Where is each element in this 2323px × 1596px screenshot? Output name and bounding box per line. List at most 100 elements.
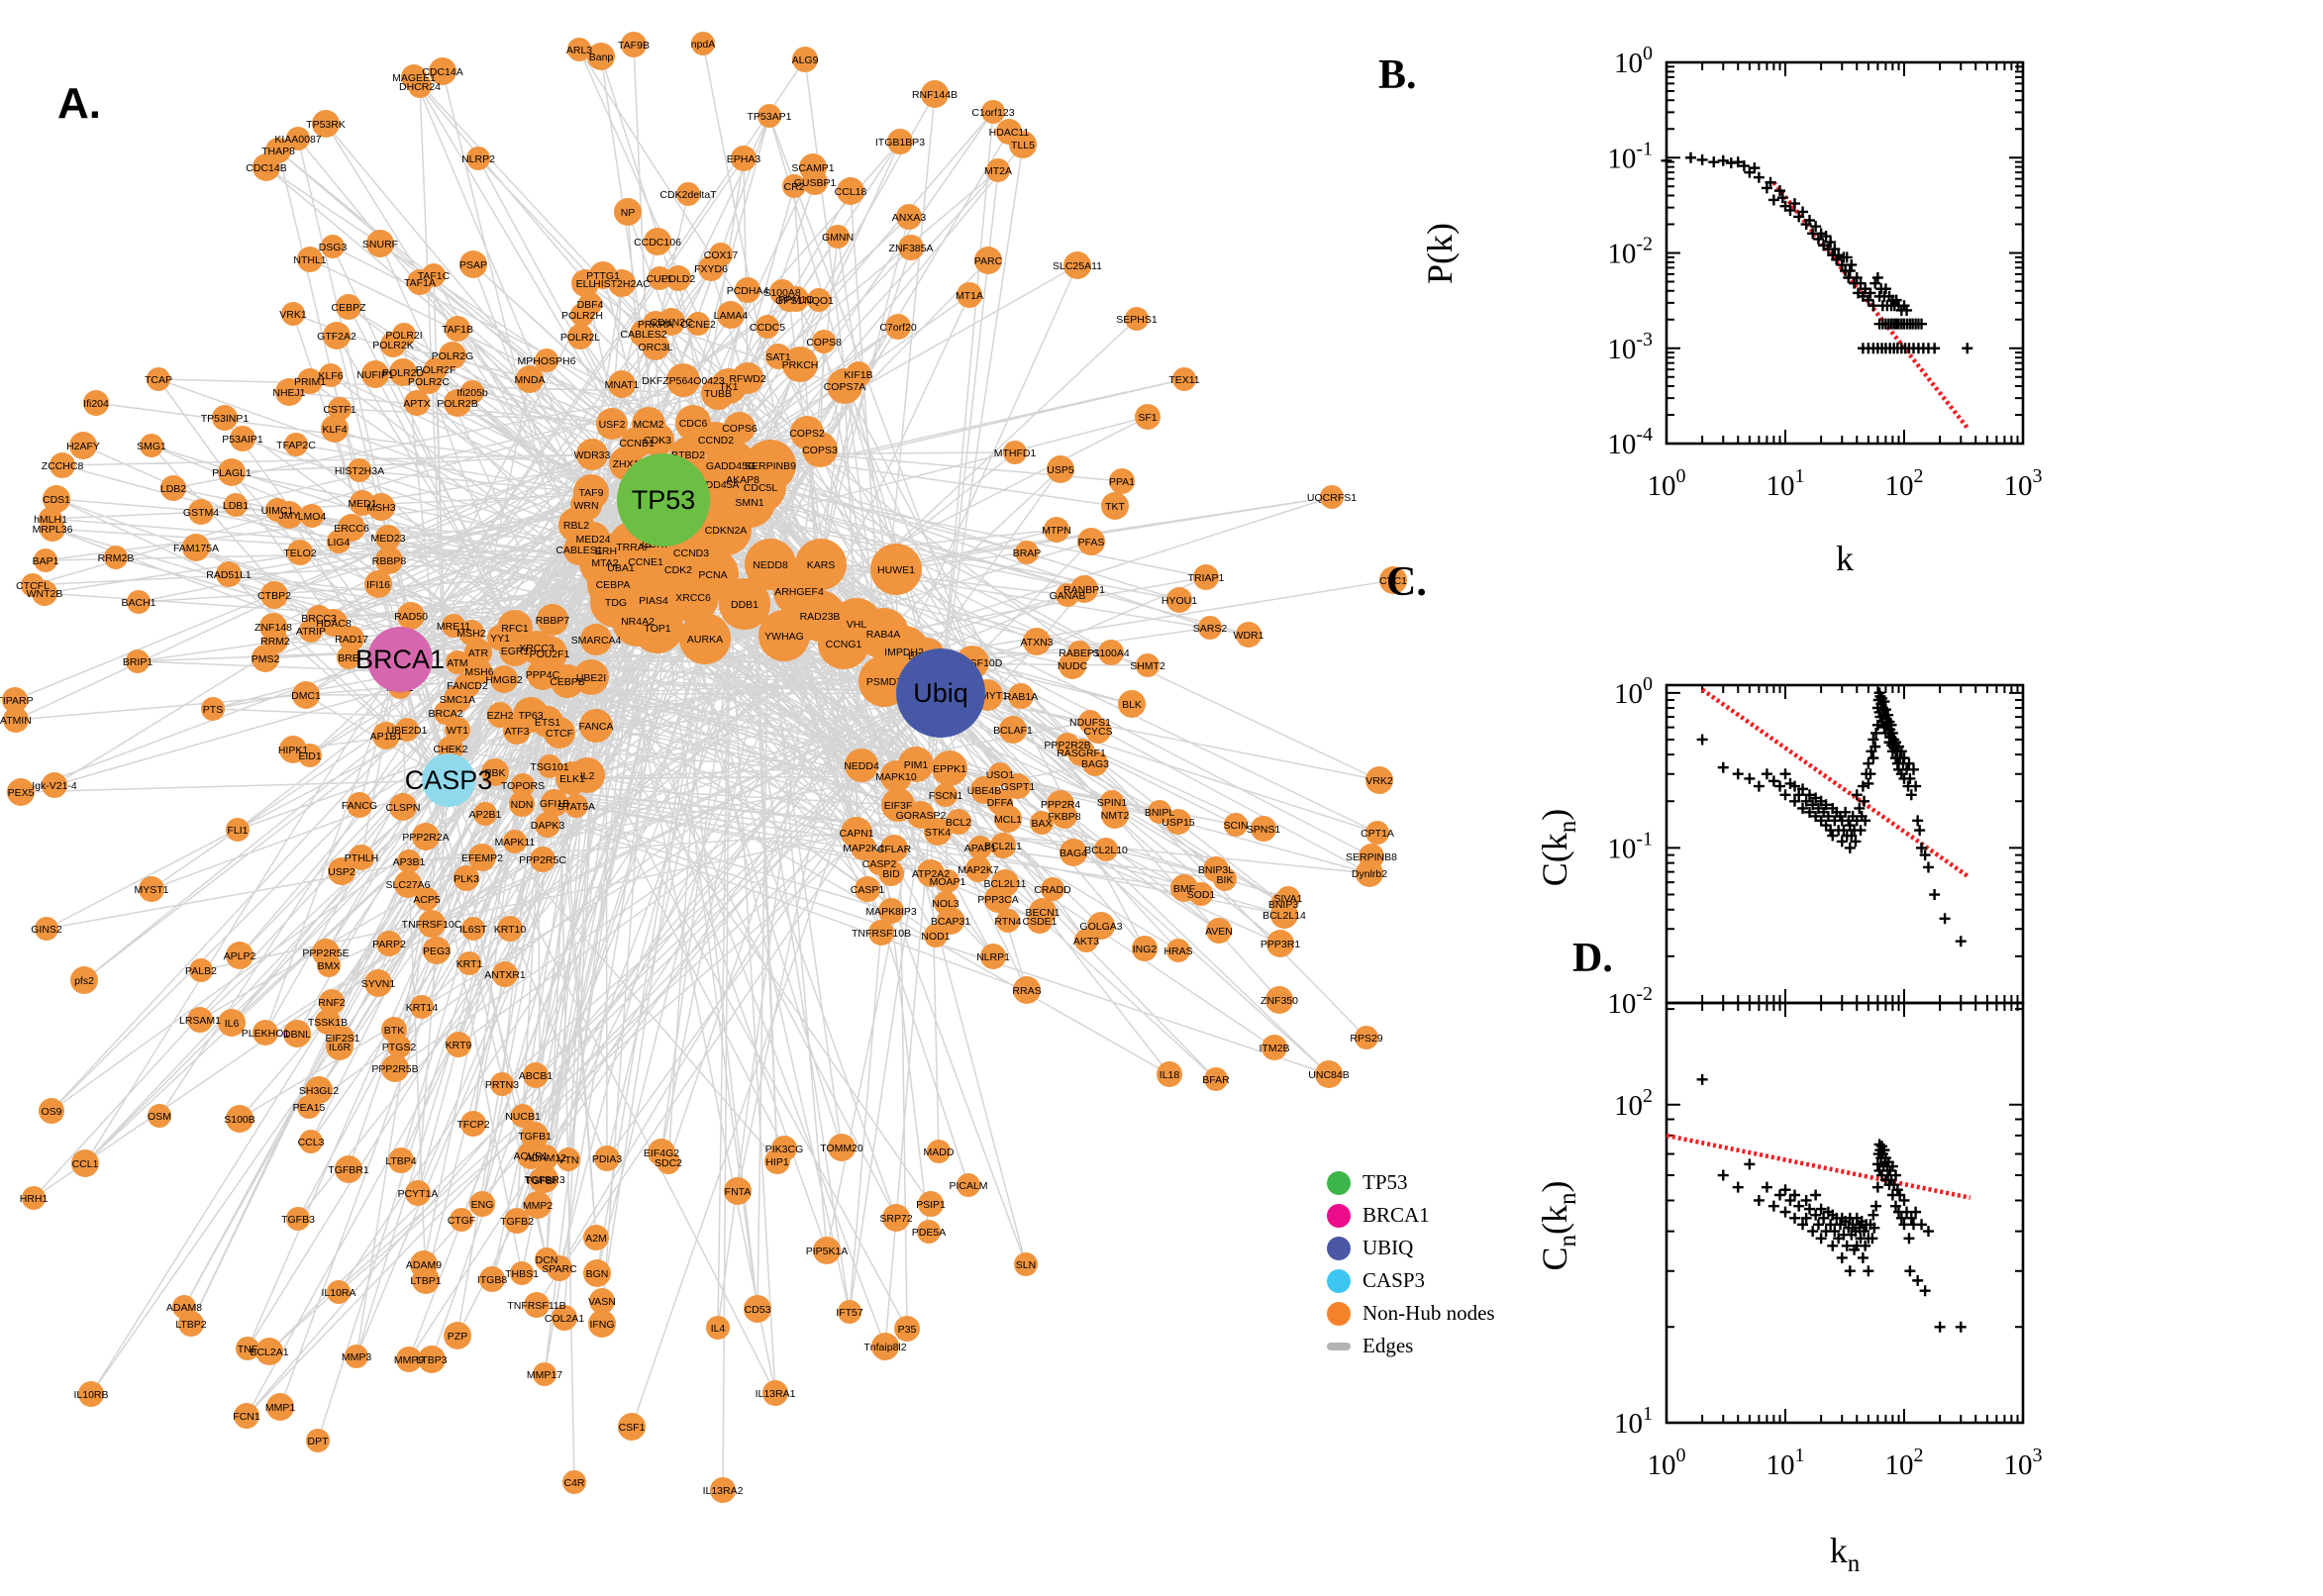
- network-node-label: STK4: [925, 827, 951, 839]
- network-node: [648, 266, 671, 290]
- network-node-label: PEG3: [423, 946, 451, 957]
- network-node-label: IL10RB: [73, 1389, 108, 1401]
- network-node-label: IL6: [225, 1018, 240, 1030]
- network-node: [481, 758, 509, 786]
- network-node-label: SARS2: [1193, 623, 1228, 635]
- network-node: [226, 818, 250, 842]
- network-node-label: NP: [621, 207, 636, 219]
- network-node: [717, 301, 745, 329]
- network-node: [444, 389, 471, 417]
- panel-c-plot: 10-2 10-1 100 C(kn​): [1535, 673, 2025, 1020]
- network-node: [1236, 622, 1262, 648]
- network-node: [533, 1362, 556, 1386]
- network-node: [1379, 566, 1407, 594]
- network-node: [188, 499, 214, 525]
- network-node: [299, 619, 323, 643]
- network-node: [331, 1026, 354, 1049]
- network-node-label: UQCRFS1: [1307, 492, 1357, 504]
- network-node: [580, 624, 612, 655]
- network-node: [523, 1062, 549, 1088]
- network-node: [479, 1266, 505, 1292]
- network-node: [412, 823, 440, 850]
- network-node-label: TP63: [518, 710, 543, 722]
- network-node-label: AP1B1: [370, 731, 403, 743]
- network-node-label: CCND3: [673, 548, 709, 559]
- network-node: [698, 255, 724, 281]
- network-node-label: AP2B1: [469, 809, 502, 821]
- network-node-label: Ifi204: [83, 398, 109, 410]
- network-node-label: MT1A: [956, 290, 983, 302]
- network-node: [691, 32, 715, 55]
- network-node: [882, 1204, 910, 1232]
- panel-b-plot: 10-4 10-3 10-2 10-1 100 100 101 102 103 P(k) k: [1420, 43, 2043, 578]
- network-node: [885, 314, 911, 340]
- network-node-label: GSTM4: [183, 507, 219, 519]
- network-node-label: TAF9B: [618, 40, 650, 51]
- network-node-label: PDE5A: [912, 1227, 946, 1239]
- network-node-label: LRSAM1: [179, 1015, 221, 1027]
- panel-label-d: D.: [1572, 936, 1613, 981]
- network-node-label: IFT57: [836, 1307, 863, 1319]
- network-node-label: MSH3: [366, 502, 395, 514]
- network-node: [547, 1255, 572, 1281]
- network-node-label: CABLES2: [620, 329, 666, 341]
- legend-label: CASP3: [1363, 1268, 1426, 1292]
- network-node: [533, 1145, 558, 1170]
- network-node: [335, 1155, 362, 1183]
- network-node-label: CDK2: [664, 564, 692, 576]
- network-node: [871, 1333, 899, 1360]
- axis-tick-label: 101: [1767, 1445, 1805, 1481]
- network-node: [614, 198, 642, 226]
- network-node: [40, 516, 65, 542]
- network-node-label: BAX: [1031, 818, 1052, 830]
- network-node: [676, 182, 700, 206]
- network-node-label: UBE2I: [576, 672, 606, 684]
- network-node-label: ING2: [1133, 944, 1158, 955]
- network-node-label: TGFBI: [526, 1175, 556, 1187]
- network-node: [281, 302, 305, 326]
- network-node-label: HRH1: [20, 1193, 49, 1205]
- legend-label: UBIQ: [1363, 1236, 1414, 1259]
- network-node: [587, 43, 615, 70]
- network-node-label: IMPDH2: [884, 647, 924, 658]
- network-node-label: CCL1: [72, 1158, 99, 1170]
- network-node: [531, 1165, 558, 1193]
- network-node-label: BNIPL: [1145, 807, 1175, 819]
- network-node-label: PIAS4: [639, 595, 668, 607]
- network-node: [907, 801, 935, 829]
- network-node-label: DMC1: [291, 690, 321, 702]
- network-node-label: TNFRSF10B: [852, 928, 911, 940]
- network-node: [851, 835, 876, 860]
- network-node-label: MAP2K7: [958, 864, 999, 876]
- network-node-label: IL13RA1: [756, 1388, 796, 1400]
- network-node-label: COX17: [704, 249, 739, 261]
- network-node: [497, 916, 523, 942]
- network-node-label: VHL: [847, 619, 867, 631]
- network-node: [1014, 1252, 1038, 1276]
- network-node-label: MSH2: [456, 628, 485, 640]
- network-node-label: SYVN1: [361, 978, 396, 990]
- network-node-label: FANCA: [578, 721, 613, 733]
- network-node: [957, 1173, 980, 1197]
- axis-title-y: C(kn​): [1535, 809, 1581, 887]
- legend-item: TP53: [1327, 1170, 1495, 1195]
- network-node-label: PPP2R2A: [402, 832, 449, 844]
- network-nodes: [2, 32, 1407, 1503]
- network-node-label: CRADD: [1034, 884, 1071, 896]
- network-node-label: SNURF: [362, 239, 398, 250]
- network-node-label: FANCD2: [447, 680, 488, 692]
- network-node-label: ENG: [471, 1199, 494, 1211]
- network-node-label: BACH1: [121, 597, 155, 609]
- network-node-label: EPPK1: [933, 763, 966, 775]
- network-node-label: COPS2: [789, 428, 825, 440]
- network-node-label: BCL2L10: [1084, 845, 1128, 856]
- network-node-label: CASP1: [851, 884, 885, 896]
- axis-tick-label: 10-2: [1607, 234, 1653, 270]
- network-node: [1015, 541, 1039, 564]
- legend-swatch: [1327, 1342, 1351, 1350]
- network-node-label: PLEKHO1: [242, 1028, 290, 1040]
- network-node: [576, 439, 608, 470]
- network-node: [535, 812, 560, 838]
